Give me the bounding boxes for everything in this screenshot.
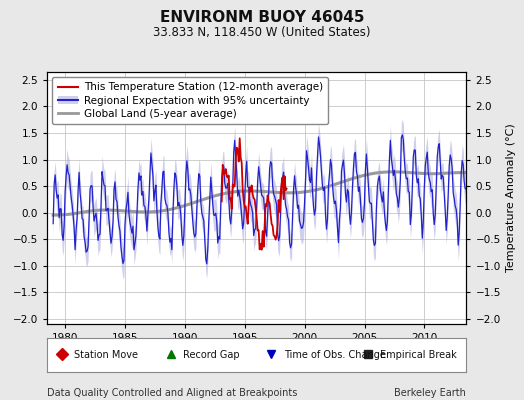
Text: ENVIRONM BUOY 46045: ENVIRONM BUOY 46045 bbox=[160, 10, 364, 25]
Y-axis label: Temperature Anomaly (°C): Temperature Anomaly (°C) bbox=[506, 124, 516, 272]
Text: Data Quality Controlled and Aligned at Breakpoints: Data Quality Controlled and Aligned at B… bbox=[47, 388, 298, 398]
Text: Record Gap: Record Gap bbox=[183, 350, 240, 360]
Text: 33.833 N, 118.450 W (United States): 33.833 N, 118.450 W (United States) bbox=[153, 26, 371, 39]
Text: Time of Obs. Change: Time of Obs. Change bbox=[284, 350, 386, 360]
Text: Station Move: Station Move bbox=[74, 350, 138, 360]
Text: Berkeley Earth: Berkeley Earth bbox=[395, 388, 466, 398]
Legend: This Temperature Station (12-month average), Regional Expectation with 95% uncer: This Temperature Station (12-month avera… bbox=[52, 77, 328, 124]
Text: Empirical Break: Empirical Break bbox=[380, 350, 457, 360]
